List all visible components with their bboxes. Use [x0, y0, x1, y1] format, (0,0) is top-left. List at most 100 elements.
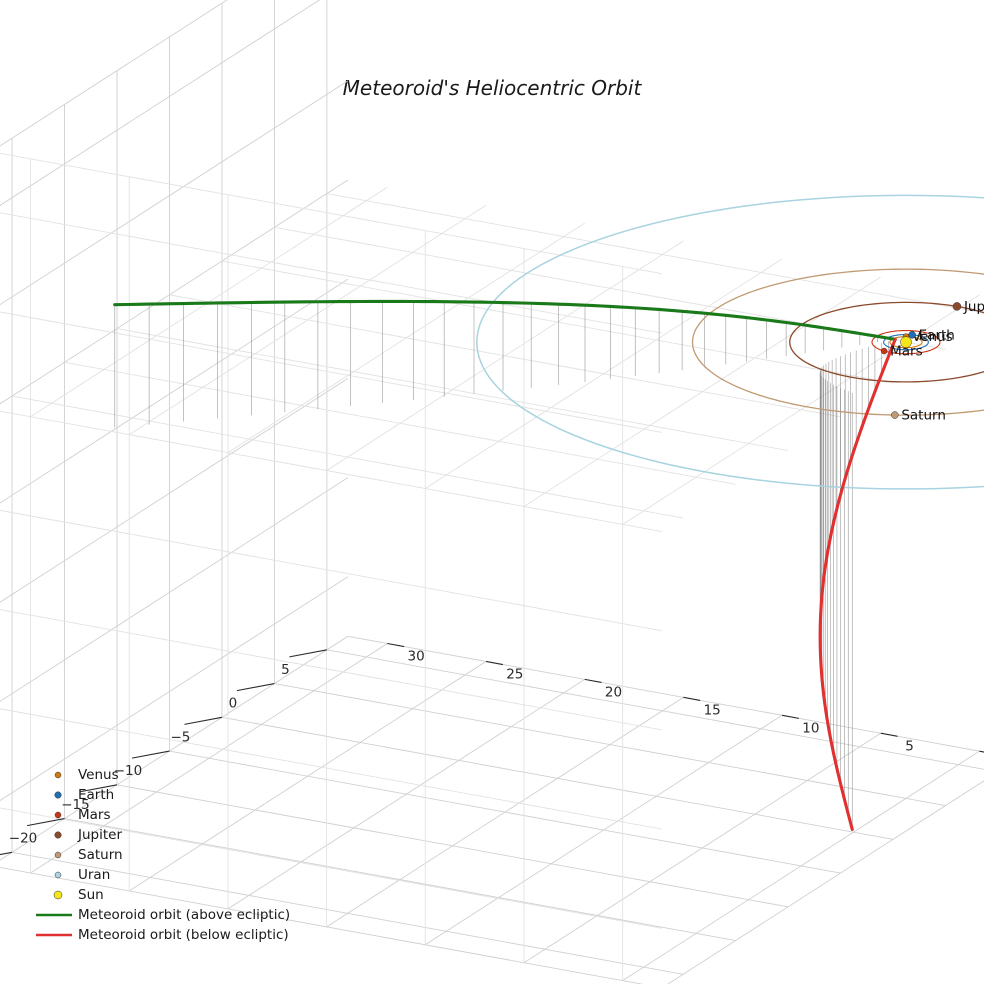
- body-label-venus: Venus: [912, 329, 953, 345]
- grid-line: [221, 260, 894, 384]
- legend-item-label[interactable]: Earth: [78, 787, 114, 803]
- legend-item-label[interactable]: Venus: [78, 767, 119, 783]
- x-axis-tick-label: −5: [170, 729, 190, 745]
- legend-marker-mars: [54, 811, 62, 819]
- body-marker-earth: [908, 331, 916, 339]
- grid-line: [0, 708, 663, 830]
- x-axis-tick-label: 0: [229, 696, 238, 712]
- y-axis-tick: [387, 642, 405, 648]
- y-axis-tick: [584, 678, 602, 684]
- legend-item-label[interactable]: Saturn: [78, 847, 123, 863]
- body-label-saturn: Saturn: [901, 408, 946, 424]
- grid-line: [347, 635, 984, 753]
- y-axis-tick-label: 25: [506, 667, 523, 683]
- grid-line: [64, 361, 736, 485]
- orbit-ring-uranus: [476, 194, 984, 490]
- y-axis-tick-label: 10: [802, 720, 819, 736]
- grid-line: [0, 410, 663, 533]
- y-axis-tick-label: 20: [605, 684, 622, 700]
- x-axis-tick: [0, 851, 13, 856]
- grid-line: [221, 716, 894, 840]
- y-axis-tick-label: 5: [905, 738, 914, 754]
- body-marker-jupiter: [952, 302, 962, 311]
- grid-line: [0, 635, 349, 861]
- grid-line: [0, 509, 663, 632]
- y-axis-tick: [781, 714, 799, 719]
- y-axis-tick-label: 30: [408, 649, 425, 665]
- grid-line: [326, 649, 984, 770]
- legend-marker-saturn: [54, 851, 62, 859]
- y-axis-tick: [979, 750, 984, 753]
- grid-line: [326, 193, 984, 314]
- page-title: Meteoroid's Heliocentric Orbit: [343, 76, 643, 100]
- axis-ticks-group: 1050−5−10−15−20−25−20−15−10−505051015202…: [0, 642, 984, 856]
- grid-line: [0, 311, 663, 433]
- legend-item-label[interactable]: Meteoroid orbit (above ecliptic): [78, 907, 290, 923]
- grid-line: [169, 294, 841, 418]
- grid-line: [0, 378, 349, 603]
- orbit-ring-saturn: [691, 268, 984, 416]
- x-axis-tick: [289, 649, 327, 658]
- y-axis-tick: [683, 696, 701, 701]
- grid-line: [0, 477, 349, 702]
- legend-marker-venus: [54, 771, 62, 779]
- body-marker-sun: [900, 336, 912, 348]
- grid-line: [169, 750, 841, 874]
- legend-marker-earth: [54, 791, 62, 799]
- celestial-bodies-group: VenusEarthMarsJupiterSaturnUrar: [880, 299, 984, 424]
- planet-orbit-rings: [476, 194, 984, 490]
- x-axis-tick: [184, 716, 223, 725]
- meteoroid-orbit-group: [113, 299, 897, 831]
- body-label-earth: Earth: [919, 327, 955, 343]
- stem-lines-group: [114, 301, 889, 830]
- legend-item-label[interactable]: Jupiter: [77, 827, 122, 843]
- body-label-mars: Mars: [890, 344, 923, 360]
- x-axis-tick: [26, 818, 65, 827]
- y-axis-tick-label: 15: [704, 702, 721, 718]
- x-axis-tick-label: 5: [281, 662, 290, 678]
- grid-line: [0, 609, 663, 731]
- meteoroid-path-below-ecliptic: [818, 337, 897, 831]
- body-label-jupiter: Jupiter: [963, 299, 984, 315]
- legend-marker-uran: [54, 871, 62, 879]
- grid-line: [116, 328, 789, 452]
- legend[interactable]: Venus Earth Mars Jupiter Saturn Uran Sun Meteor…: [36, 767, 290, 943]
- x-axis-tick: [79, 784, 118, 793]
- orbit-ring-earth: [883, 333, 929, 351]
- grid-line: [0, 80, 349, 306]
- grid-line: [0, 0, 321, 206]
- orbit-ring-jupiter: [789, 301, 984, 383]
- grid-line: [0, 212, 663, 334]
- grid-line: [667, 780, 984, 984]
- grid-line: [0, 576, 349, 802]
- orbit-ring-venus: [889, 336, 923, 349]
- x-axis-tick: [131, 750, 170, 759]
- grid-line: [274, 683, 946, 807]
- grid-line: [11, 395, 684, 519]
- x-axis-tick: [236, 683, 275, 692]
- y-axis-tick: [880, 732, 898, 737]
- x-axis-tick-label: −10: [114, 763, 143, 779]
- grid-line: [0, 152, 663, 275]
- legend-marker-sun: [53, 890, 63, 900]
- x-axis-tick-label: −20: [9, 831, 38, 847]
- legend-item-label[interactable]: Uran: [78, 867, 110, 883]
- grid-line: [116, 784, 789, 908]
- body-marker-saturn: [891, 411, 899, 419]
- grid-line: [0, 179, 349, 405]
- body-marker-mars: [880, 347, 888, 355]
- grid-line: [11, 851, 684, 975]
- meteoroid-path-above-ecliptic: [113, 299, 897, 341]
- grid-line: [0, 0, 228, 147]
- grid-line: [0, 807, 663, 929]
- legend-item-label[interactable]: Sun: [78, 887, 104, 903]
- grid-line: [64, 818, 736, 942]
- legend-marker-jupiter: [54, 831, 62, 839]
- legend-item-label[interactable]: Meteoroid orbit (below ecliptic): [78, 927, 289, 943]
- legend-item-label[interactable]: Mars: [78, 807, 111, 823]
- y-axis-tick: [485, 660, 503, 666]
- grid-line: [0, 278, 349, 504]
